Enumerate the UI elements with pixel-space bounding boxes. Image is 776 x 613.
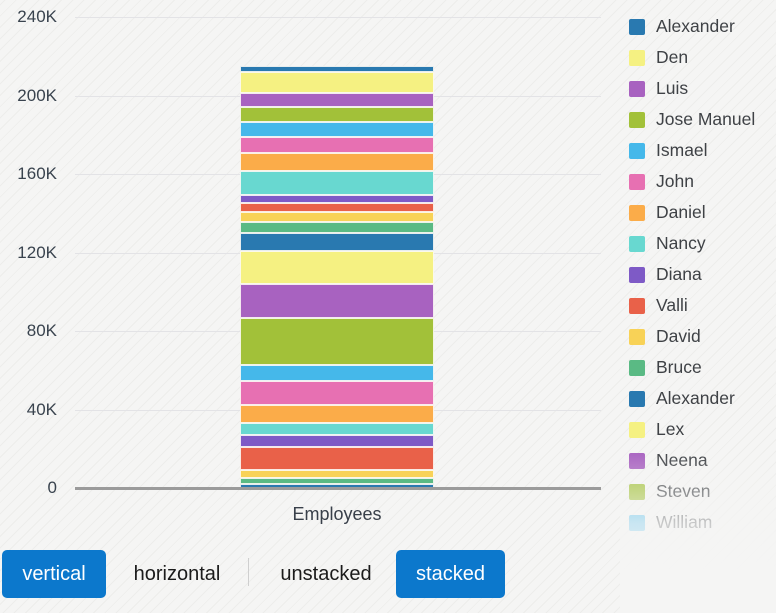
legend-item-david: David xyxy=(629,321,775,352)
bar-segment-nancy[interactable] xyxy=(240,170,434,195)
legend-label: John xyxy=(656,171,694,191)
bar-segment-jose-manuel[interactable] xyxy=(240,106,434,123)
legend-swatch-icon xyxy=(629,49,645,66)
y-axis-tick-label: 200K xyxy=(17,85,57,105)
legend-swatch-icon xyxy=(629,235,645,252)
legend-swatch-icon xyxy=(629,173,645,190)
y-axis-tick-label: 0 xyxy=(47,478,57,497)
x-axis-baseline xyxy=(75,487,601,490)
legend-item-william: William xyxy=(629,507,775,538)
bar-segment-alexander[interactable] xyxy=(240,65,434,72)
y-axis-tick-label: 80K xyxy=(26,321,57,340)
legend-swatch-icon xyxy=(629,452,645,469)
legend-item-john: John xyxy=(629,166,775,197)
unstacked-button[interactable]: unstacked xyxy=(262,550,390,598)
bar-segment-neena[interactable] xyxy=(240,284,434,318)
legend-item-lex: Lex xyxy=(629,414,775,445)
legend-item-nancy: Nancy xyxy=(629,228,775,259)
bar-segment[interactable] xyxy=(240,446,434,471)
legend-item-valli: Valli xyxy=(629,290,775,321)
bar-segment-david[interactable] xyxy=(240,212,434,222)
legend-swatch-icon xyxy=(629,483,645,500)
legend-swatch-icon xyxy=(629,204,645,221)
bar-segment-steven[interactable] xyxy=(240,317,434,365)
legend-label: Jose Manuel xyxy=(656,109,756,129)
bar-segment-luis[interactable] xyxy=(240,93,434,107)
legend-swatch-icon xyxy=(629,111,645,128)
legend-label: Daniel xyxy=(656,202,706,222)
y-axis-tick-label: 120K xyxy=(17,242,57,262)
legend-item-steven: Steven xyxy=(629,476,775,507)
legend-swatch-icon xyxy=(629,421,645,438)
legend-item-diana: Diana xyxy=(629,259,775,290)
legend[interactable]: Alexander Den Luis Jose Manuel Ismael John Dan… xyxy=(629,11,775,538)
bar-segment-bruce[interactable] xyxy=(240,221,434,234)
legend-label: Diana xyxy=(656,264,702,284)
stacked-bar xyxy=(240,65,434,488)
legend-label: Nancy xyxy=(656,233,706,253)
legend-swatch-icon xyxy=(629,142,645,159)
legend-label: David xyxy=(656,326,701,346)
bar-segment-daniel[interactable] xyxy=(240,153,434,171)
bar-segment-lex[interactable] xyxy=(240,250,434,285)
bar-segment[interactable] xyxy=(240,381,434,405)
bar-segment-valli[interactable] xyxy=(240,202,434,213)
legend-item-ismael: Ismael xyxy=(629,135,775,166)
bar-segment[interactable] xyxy=(240,422,434,436)
legend-label: Valli xyxy=(656,295,688,315)
legend-item-den: Den xyxy=(629,42,775,73)
legend-label: Steven xyxy=(656,481,711,501)
vertical-button[interactable]: vertical xyxy=(2,550,106,598)
legend-item-luis: Luis xyxy=(629,73,775,104)
toolbar-divider xyxy=(248,558,249,586)
legend-label: Alexander xyxy=(656,388,735,408)
bar-segment[interactable] xyxy=(240,435,434,447)
x-axis-title: Employees xyxy=(292,504,382,524)
legend-label: Luis xyxy=(656,78,689,98)
legend-swatch-icon xyxy=(629,80,645,97)
stacked-button[interactable]: stacked xyxy=(396,550,505,598)
legend-swatch-icon xyxy=(629,297,645,314)
legend-swatch-icon xyxy=(629,514,645,531)
bar-segment-william[interactable] xyxy=(240,364,434,382)
legend-item-neena: Neena xyxy=(629,445,775,476)
legend-item-bruce: Bruce xyxy=(629,352,775,383)
bar-segment-diana[interactable] xyxy=(240,194,434,203)
legend-item-daniel: Daniel xyxy=(629,197,775,228)
y-axis-tick-label: 40K xyxy=(26,399,57,419)
bar-segment-den[interactable] xyxy=(240,71,434,94)
gridline xyxy=(75,17,601,18)
legend-label: Alexander xyxy=(656,16,735,36)
legend-swatch-icon xyxy=(629,18,645,35)
bar-segment[interactable] xyxy=(240,478,434,484)
legend-swatch-icon xyxy=(629,359,645,376)
bar-segment-alexander[interactable] xyxy=(240,233,434,251)
legend-swatch-icon xyxy=(629,266,645,283)
legend-label: Den xyxy=(656,47,689,67)
legend-label: Ismael xyxy=(656,140,708,160)
legend-swatch-icon xyxy=(629,328,645,345)
legend-label: Bruce xyxy=(656,357,702,377)
legend-swatch-icon xyxy=(629,390,645,407)
bar-segment-john[interactable] xyxy=(240,137,434,154)
legend-label: Neena xyxy=(656,450,708,470)
legend-item-jose-manuel: Jose Manuel xyxy=(629,104,775,135)
legend-label: William xyxy=(656,512,713,532)
legend-item-alexander: Alexander xyxy=(629,383,775,414)
horizontal-button[interactable]: horizontal xyxy=(112,550,242,598)
y-axis-tick-label: 240K xyxy=(17,7,57,26)
legend-label: Lex xyxy=(656,419,685,439)
bar-segment[interactable] xyxy=(240,404,434,423)
y-axis-tick-label: 160K xyxy=(17,164,57,183)
legend-item-alexander: Alexander xyxy=(629,11,775,42)
bar-segment-ismael[interactable] xyxy=(240,122,434,138)
bar-segment[interactable] xyxy=(240,470,434,479)
